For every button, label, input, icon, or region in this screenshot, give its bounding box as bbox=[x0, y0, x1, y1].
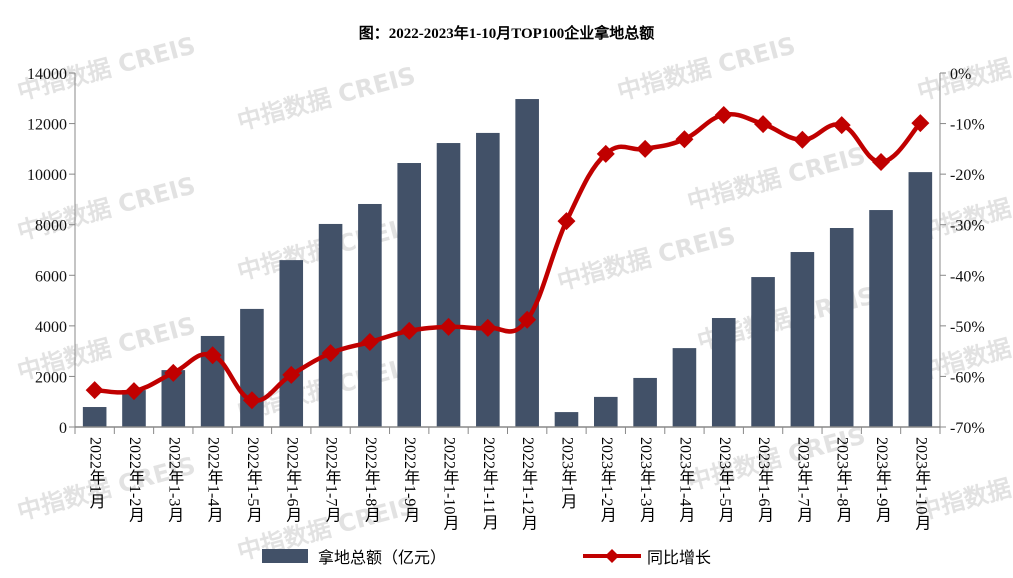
line-marker bbox=[832, 116, 851, 135]
left-tick-label: 12000 bbox=[27, 117, 67, 134]
x-tick-label: 2023年1-8月 bbox=[833, 437, 851, 523]
line-marker bbox=[793, 130, 812, 149]
line-marker bbox=[242, 391, 261, 410]
right-tick-label: -20% bbox=[950, 167, 985, 184]
x-tick-label: 2023年1-9月 bbox=[873, 437, 891, 523]
watermark-text: 中指数据 CREIS bbox=[554, 221, 738, 295]
line-marker bbox=[203, 346, 222, 365]
line-marker bbox=[164, 363, 183, 382]
bar bbox=[554, 412, 579, 427]
right-tick-label: 0% bbox=[950, 66, 971, 83]
x-tick-label: 2022年1-4月 bbox=[204, 437, 222, 523]
right-tick-label: -60% bbox=[950, 369, 985, 386]
line-marker bbox=[282, 365, 301, 384]
legend-swatch-bar bbox=[262, 549, 308, 563]
line-marker bbox=[636, 139, 655, 158]
x-tick-label: 2023年1-4月 bbox=[676, 437, 694, 523]
line-marker bbox=[714, 105, 733, 124]
x-tick-label: 2023年1-7月 bbox=[794, 437, 812, 523]
line-marker bbox=[400, 321, 419, 340]
line-marker bbox=[478, 318, 497, 337]
bar bbox=[908, 172, 933, 427]
watermark-text: 中指数据 CREIS bbox=[234, 61, 418, 135]
left-tick-label: 4000 bbox=[35, 319, 67, 336]
x-tick-label: 2022年1-6月 bbox=[283, 437, 301, 523]
x-tick-label: 2022年1-10月 bbox=[440, 437, 458, 531]
bar bbox=[279, 260, 304, 427]
legend-label-line: 同比增长 bbox=[647, 548, 712, 567]
line-series bbox=[94, 112, 923, 403]
line-marker bbox=[360, 333, 379, 352]
bar bbox=[82, 407, 107, 427]
watermark-text: 中指数据 CREIS bbox=[684, 141, 868, 215]
left-tick-label: 14000 bbox=[27, 66, 67, 83]
line-marker bbox=[321, 344, 340, 363]
bar bbox=[869, 210, 893, 427]
x-tick-label: 2023年1-5月 bbox=[715, 437, 733, 523]
left-tick-label: 6000 bbox=[35, 268, 67, 285]
x-tick-label: 2022年1-9月 bbox=[401, 437, 419, 523]
bar bbox=[476, 132, 500, 428]
bar bbox=[711, 318, 736, 427]
x-tick-label: 2022年1-8月 bbox=[361, 437, 379, 523]
right-tick-label: -30% bbox=[950, 218, 985, 235]
x-tick-label: 2022年1-2月 bbox=[125, 437, 143, 523]
line-marker bbox=[124, 382, 143, 401]
line-marker bbox=[675, 130, 694, 149]
line-marker bbox=[754, 115, 773, 134]
right-tick-label: -10% bbox=[950, 117, 985, 134]
legend-item-bar: 拿地总额（亿元） bbox=[262, 544, 446, 568]
x-tick-label: 2022年1-11月 bbox=[479, 437, 497, 530]
left-tick-label: 2000 bbox=[35, 369, 67, 386]
bar bbox=[751, 277, 775, 427]
left-tick-label: 0 bbox=[59, 420, 67, 437]
line-marker bbox=[518, 310, 537, 329]
bar bbox=[436, 143, 461, 427]
line-marker bbox=[85, 381, 104, 400]
chart-title: 图：2022-2023年1-10月TOP100企业拿地总额 bbox=[358, 26, 655, 42]
x-tick-label: 2023年1-6月 bbox=[755, 437, 773, 523]
bar bbox=[829, 228, 854, 427]
bar bbox=[594, 396, 618, 427]
left-tick-label: 10000 bbox=[27, 167, 67, 184]
right-tick-label: -40% bbox=[950, 268, 985, 285]
line-marker bbox=[872, 153, 891, 172]
x-tick-label: 2022年1-3月 bbox=[165, 437, 183, 523]
left-tick-label: 8000 bbox=[35, 218, 67, 235]
bar bbox=[358, 203, 382, 427]
legend-item-line: 同比增长 bbox=[583, 544, 711, 568]
right-tick-label: -70% bbox=[950, 420, 985, 437]
right-tick-label: -50% bbox=[950, 319, 985, 336]
x-tick-label: 2023年1-3月 bbox=[637, 437, 655, 523]
bar bbox=[672, 348, 697, 427]
bar bbox=[240, 308, 264, 427]
legend-label-bar: 拿地总额（亿元） bbox=[318, 548, 447, 567]
x-tick-label: 2023年1-10月 bbox=[912, 437, 930, 531]
x-tick-label: 2023年1-2月 bbox=[597, 437, 615, 523]
bar bbox=[515, 99, 539, 428]
x-tick-label: 2022年1-5月 bbox=[243, 437, 261, 523]
x-tick-label: 2022年1-7月 bbox=[322, 437, 340, 523]
x-tick-label: 2022年1-12月 bbox=[519, 437, 537, 531]
bar bbox=[161, 370, 186, 427]
bar bbox=[633, 377, 657, 427]
line-marker bbox=[596, 144, 615, 163]
bar bbox=[397, 163, 421, 427]
bar bbox=[318, 223, 343, 427]
line-marker bbox=[439, 317, 458, 336]
watermark-text: 中指数据 CREIS bbox=[614, 31, 798, 105]
bar bbox=[122, 390, 146, 427]
line-marker bbox=[557, 212, 576, 231]
x-tick-label: 2023年1月 bbox=[558, 437, 576, 509]
legend-swatch-line bbox=[583, 549, 641, 563]
line-marker bbox=[911, 114, 930, 133]
bar bbox=[790, 252, 815, 427]
x-tick-label: 2022年1月 bbox=[86, 437, 104, 509]
